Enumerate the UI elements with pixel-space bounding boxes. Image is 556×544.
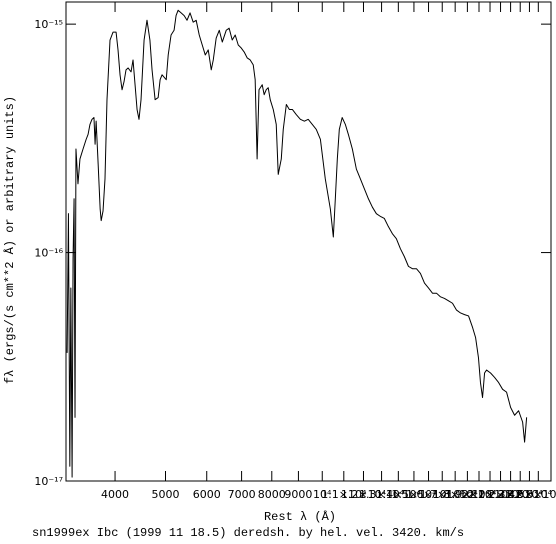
x-tick-label: 1.5×10⁴ [391, 488, 437, 501]
x-tick-label: 6000 [193, 488, 221, 501]
x-tick-label: 2.1×10⁴ [467, 488, 513, 501]
x-tick-label: 2.6×10⁴ [516, 488, 556, 501]
x-tick-label: 1.7×10⁴ [420, 488, 466, 501]
y-axis-label: fλ (ergs/(s cm**2 Å) or arbitrary units) [2, 96, 17, 384]
x-tick-label: 7000 [228, 488, 256, 501]
x-tick-label: 1.9×10⁴ [445, 488, 491, 501]
y-tick-label: 10⁻¹⁵ [34, 18, 63, 31]
x-tick-label: 8000 [258, 488, 286, 501]
x-tick-label: 2.2×10⁴ [478, 488, 524, 501]
spectrum-line [66, 9, 528, 478]
x-tick-label: 2.4×10⁴ [498, 488, 544, 501]
x-tick-label: 1.3×10⁴ [359, 488, 405, 501]
x-tick-label: 1.4×10⁴ [376, 488, 422, 501]
y-tick-label: 10⁻¹⁶ [34, 247, 63, 260]
x-tick-label: 10⁴ [313, 488, 332, 501]
x-axis-label: Rest λ (Å) [264, 509, 336, 524]
x-tick-label: 2×10⁴ [462, 488, 497, 501]
y-tick-label: 10⁻¹⁷ [34, 475, 63, 488]
x-tick-label: 2.3×10⁴ [488, 488, 534, 501]
x-tick-label: 1.8×10⁴ [433, 488, 479, 501]
plot-frame [65, 1, 552, 482]
x-tick-label: 4000 [101, 488, 129, 501]
chart-title: sn1999ex Ibc (1999 11 18.5) deredsh. by … [32, 526, 464, 540]
x-tick-label: 1.6×10⁴ [406, 488, 452, 501]
x-tick-label: 9000 [284, 488, 312, 501]
x-tick-label: 5000 [152, 488, 180, 501]
x-tick-label: 1.2×10⁴ [341, 488, 387, 501]
x-tick-label: 2.5×10⁴ [507, 488, 553, 501]
x-tick-label: 1.1×10⁴ [321, 488, 367, 501]
